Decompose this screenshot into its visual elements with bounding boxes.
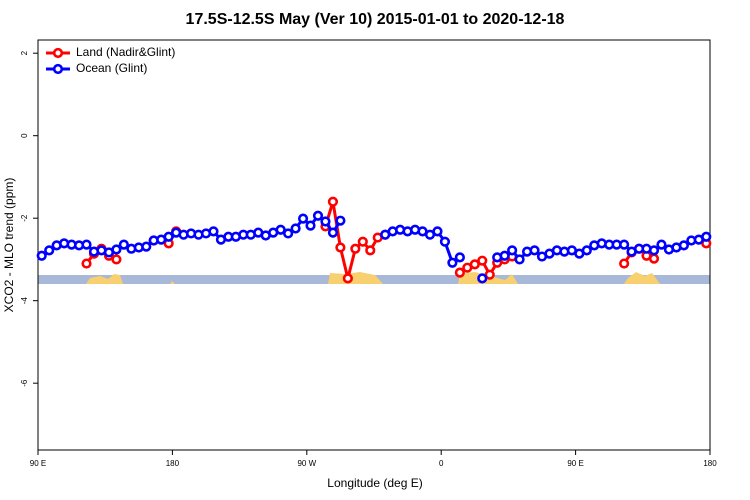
y-tick-label: -4 bbox=[20, 297, 29, 305]
legend-marker bbox=[52, 63, 64, 75]
data-point bbox=[208, 226, 219, 237]
surface-mask bbox=[38, 272, 710, 284]
data-point bbox=[163, 231, 174, 242]
data-point bbox=[469, 259, 480, 270]
data-point bbox=[454, 252, 465, 263]
y-tick-label: 0 bbox=[20, 133, 29, 138]
x-axis-label: Longitude (deg E) bbox=[327, 476, 422, 490]
chart-title: 17.5S-12.5S May (Ver 10) 2015-01-01 to 2… bbox=[186, 11, 565, 28]
data-point bbox=[81, 258, 92, 269]
data-point bbox=[619, 239, 630, 250]
data-point bbox=[335, 215, 346, 226]
data-point bbox=[439, 236, 451, 247]
data-point bbox=[327, 196, 339, 207]
data-point bbox=[447, 257, 458, 268]
legend-label: Ocean (Glint) bbox=[76, 61, 147, 75]
data-point bbox=[477, 273, 488, 284]
x-tick-label: 180 bbox=[703, 459, 717, 468]
data-point bbox=[484, 269, 495, 280]
x-tick-label: 90 W bbox=[297, 459, 316, 468]
data-point bbox=[118, 239, 129, 250]
legend-marker bbox=[52, 47, 64, 59]
data-point bbox=[507, 245, 518, 256]
data-point bbox=[320, 216, 331, 227]
data-point bbox=[648, 253, 660, 264]
data-point bbox=[44, 245, 55, 256]
legend-label: Land (Nadir&Glint) bbox=[76, 45, 175, 59]
x-tick-label: 0 bbox=[439, 459, 444, 468]
data-point bbox=[111, 254, 122, 265]
data-point bbox=[305, 220, 316, 231]
data-point bbox=[656, 239, 667, 250]
x-tick-label: 90 E bbox=[567, 459, 583, 468]
y-tick-label: -6 bbox=[20, 379, 29, 387]
data-point bbox=[342, 273, 353, 284]
data-point bbox=[290, 223, 301, 234]
data-point bbox=[350, 243, 361, 254]
data-point bbox=[678, 240, 689, 251]
data-point bbox=[357, 236, 368, 247]
y-axis-label: XCO2 - MLO trend (ppm) bbox=[2, 178, 16, 313]
y-tick-label: 2 bbox=[20, 50, 29, 55]
data-point bbox=[36, 250, 47, 261]
data-point bbox=[297, 213, 309, 224]
x-tick-label: 90 E bbox=[30, 459, 46, 468]
data-point bbox=[648, 245, 660, 256]
data-point bbox=[312, 210, 324, 221]
land-patch bbox=[328, 272, 383, 284]
data-point bbox=[111, 244, 122, 255]
data-point bbox=[619, 258, 630, 269]
series-line bbox=[87, 202, 707, 279]
data-point bbox=[432, 226, 443, 237]
data-point bbox=[581, 245, 592, 256]
data-point bbox=[275, 224, 286, 235]
data-point bbox=[454, 267, 465, 278]
data-point bbox=[81, 239, 92, 250]
data-point bbox=[514, 254, 525, 265]
y-tick-label: -2 bbox=[20, 214, 29, 222]
x-tick-label: 180 bbox=[166, 459, 180, 468]
land-patch bbox=[86, 274, 123, 284]
data-point bbox=[701, 231, 712, 242]
data-point bbox=[335, 242, 346, 253]
data-point bbox=[499, 250, 510, 261]
data-point bbox=[141, 241, 152, 252]
data-point bbox=[529, 245, 540, 256]
data-point bbox=[327, 227, 339, 238]
data-point bbox=[365, 245, 376, 256]
data-point bbox=[283, 228, 294, 239]
land-patch bbox=[170, 281, 175, 284]
data-point bbox=[477, 255, 488, 266]
land-patch bbox=[624, 272, 660, 284]
